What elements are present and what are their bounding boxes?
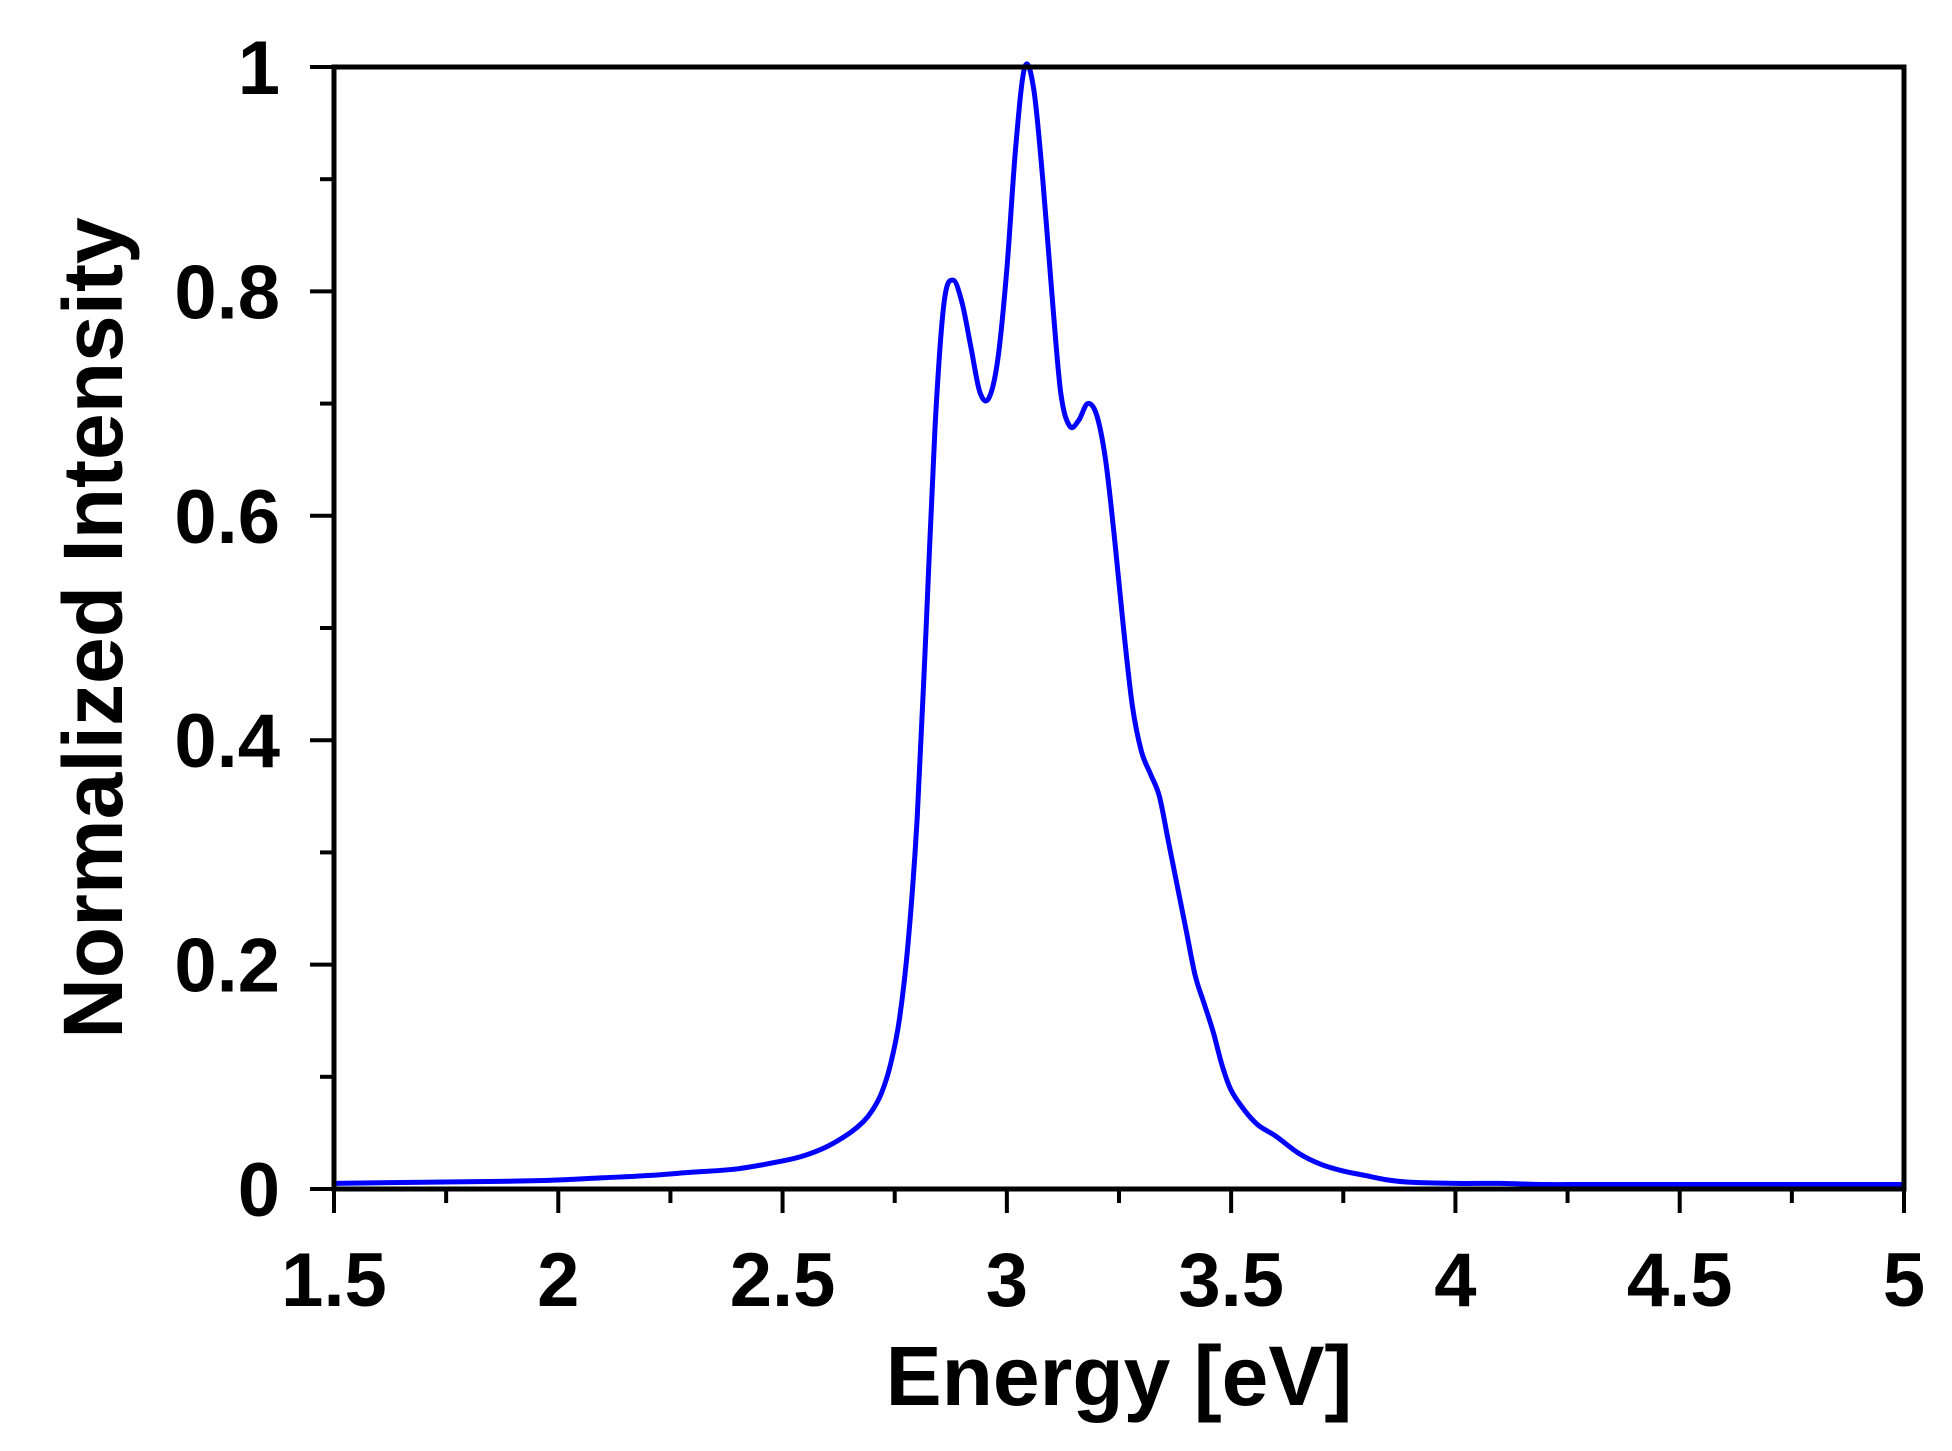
y-axis-title: Normalized Intensity xyxy=(46,217,140,1039)
x-tick-label: 4 xyxy=(1434,1238,1476,1323)
y-tick-label: 0 xyxy=(238,1148,280,1233)
x-tick-label: 2 xyxy=(537,1238,579,1323)
y-tick-label: 0.8 xyxy=(174,250,280,335)
y-tick-label: 1 xyxy=(238,26,280,111)
y-tick-label: 0.2 xyxy=(174,924,280,1009)
x-tick-label: 1.5 xyxy=(281,1238,387,1323)
x-tick-label: 3 xyxy=(986,1238,1028,1323)
x-tick-label: 3.5 xyxy=(1178,1238,1284,1323)
series-line xyxy=(331,61,1907,1188)
y-tick-label: 0.4 xyxy=(174,699,280,784)
y-tick-labels: 0 0.2 0.4 0.6 0.8 1 xyxy=(174,26,280,1233)
x-tick-label: 5 xyxy=(1883,1238,1925,1323)
plot-frame xyxy=(331,64,1907,1192)
x-tick-label: 4.5 xyxy=(1627,1238,1733,1323)
tick-marks xyxy=(310,65,1906,1213)
x-tick-label: 2.5 xyxy=(730,1238,836,1323)
y-tick-label: 0.6 xyxy=(174,475,280,560)
x-tick-labels: 1.5 2 2.5 3 3.5 4 4.5 5 xyxy=(281,1238,1925,1323)
x-axis-title: Energy [eV] xyxy=(886,1329,1353,1423)
